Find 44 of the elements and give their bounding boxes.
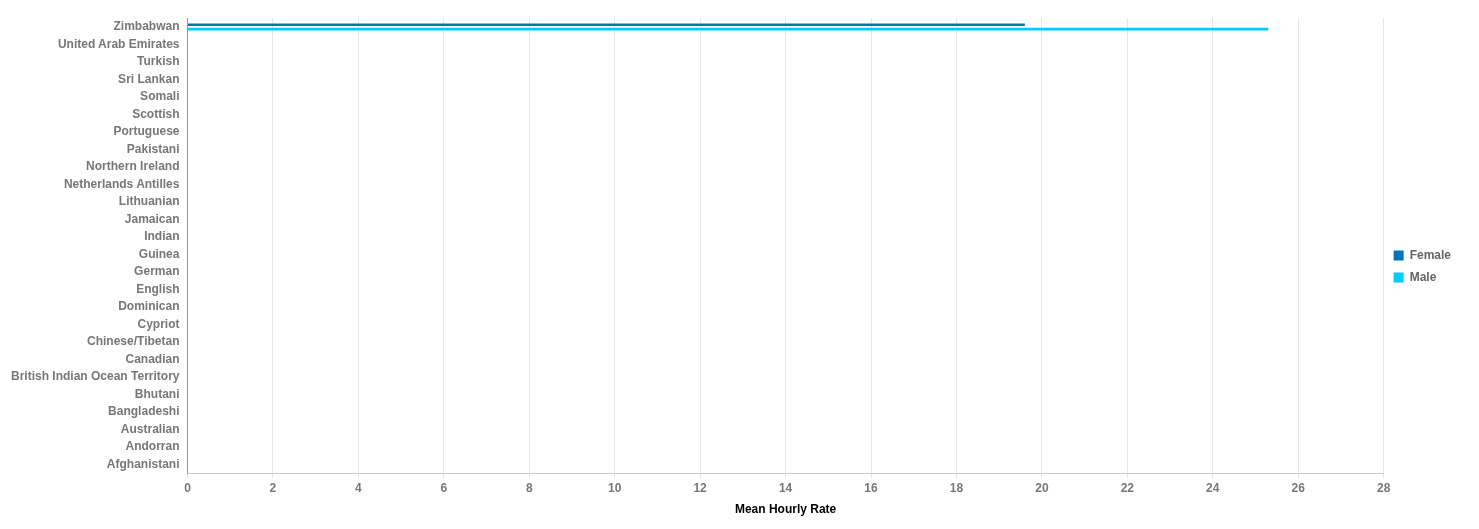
x-tick-label: 8	[525, 480, 533, 495]
x-tick-label: 4	[355, 480, 363, 495]
y-tick-label: Cypriot	[137, 316, 180, 331]
x-tick-label: 20	[1035, 480, 1049, 495]
x-tick-label: 28	[1376, 480, 1391, 495]
legend-label: Female	[1409, 247, 1452, 262]
y-tick-label: Australian	[120, 421, 180, 436]
y-tick-label: Northern Ireland	[86, 159, 180, 174]
x-tick-label: 24	[1206, 480, 1220, 495]
y-tick-label: Afghanistani	[106, 456, 180, 471]
y-tick-label: Jamaican	[124, 211, 180, 226]
y-tick-label: Dominican	[118, 299, 180, 314]
y-tick-label: English	[136, 281, 180, 296]
y-tick-label: British Indian Ocean Territory	[11, 369, 180, 384]
y-tick-label: Guinea	[138, 246, 180, 261]
x-tick-label: 16	[864, 480, 878, 495]
x-tick-label: 12	[693, 480, 708, 495]
x-tick-label: 2	[269, 480, 277, 495]
y-tick-label: Turkish	[137, 54, 180, 69]
y-tick-label: Zimbabwan	[113, 19, 180, 34]
y-tick-label: Lithuanian	[118, 194, 180, 209]
y-tick-label: Chinese/Tibetan	[87, 334, 180, 349]
y-tick-label: Bangladeshi	[108, 404, 180, 419]
y-tick-label: Somali	[140, 89, 180, 104]
x-tick-label: 6	[440, 480, 448, 495]
y-tick-label: Pakistani	[126, 141, 180, 156]
y-tick-label: Portuguese	[113, 124, 180, 139]
x-tick-label: 26	[1291, 480, 1306, 495]
legend-label: Male	[1409, 269, 1437, 284]
x-tick-label: 18	[949, 480, 964, 495]
y-tick-label: United Arab Emirates	[57, 36, 180, 51]
y-tick-label: German	[134, 264, 180, 279]
y-tick-label: Canadian	[125, 351, 180, 366]
y-tick-label: Bhutani	[134, 386, 180, 401]
x-tick-label: 14	[778, 480, 793, 495]
x-tick-label: 0	[184, 480, 192, 495]
x-tick-label: 10	[608, 480, 622, 495]
x-tick-label: 22	[1120, 480, 1135, 495]
y-tick-label: Scottish	[132, 106, 180, 121]
x-axis-title: Mean Hourly Rate	[734, 502, 837, 517]
y-tick-label: Sri Lankan	[118, 71, 180, 86]
y-tick-label: Netherlands Antilles	[63, 176, 180, 191]
y-tick-label: Indian	[144, 229, 180, 244]
y-tick-label: Andorran	[125, 439, 180, 454]
